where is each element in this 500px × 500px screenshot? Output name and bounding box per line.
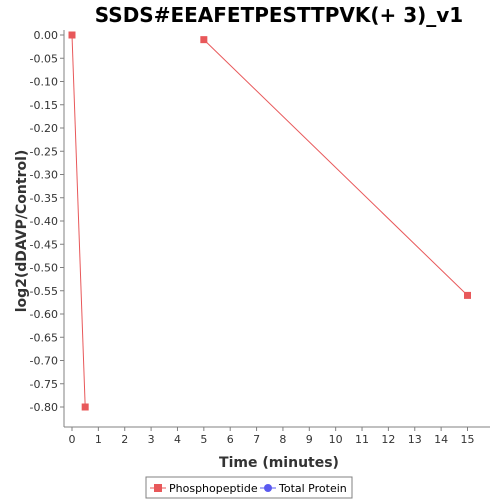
x-axis: 0 1 2 3 4 5 6 7 8 9 10 11 12 13 14 15 xyxy=(64,426,490,446)
y-tick-label: -0.70 xyxy=(30,355,58,368)
y-tick-label: -0.40 xyxy=(30,215,58,228)
y-axis-label: log2(dDAVP/Control) xyxy=(14,150,30,313)
legend-marker xyxy=(264,484,272,492)
y-tick-label: -0.10 xyxy=(30,76,58,89)
y-tick-label: -0.60 xyxy=(30,308,58,321)
data-point xyxy=(68,31,76,39)
x-tick-label: 10 xyxy=(329,433,343,446)
y-tick-label: -0.65 xyxy=(30,331,58,344)
y-tick-label: -0.75 xyxy=(30,378,58,391)
plot-area xyxy=(64,30,490,427)
x-tick-label: 5 xyxy=(200,433,207,446)
legend: Phosphopeptide Total Protein xyxy=(145,476,353,499)
y-tick-label: -0.35 xyxy=(30,192,58,205)
x-tick-label: 14 xyxy=(434,433,448,446)
chart-title: SSDS#EEAFETPESTTPVK(+ 3)_v1 xyxy=(95,3,463,27)
y-axis: 0.00 -0.05 -0.10 -0.15 -0.20 -0.25 -0.30 -0.35 -… xyxy=(30,29,65,427)
x-tick-label: 8 xyxy=(279,433,286,446)
x-tick-label: 4 xyxy=(174,433,181,446)
legend-label: Phosphopeptide xyxy=(169,482,258,495)
y-tick-label: -0.55 xyxy=(30,285,58,298)
y-tick-label: -0.05 xyxy=(30,52,58,65)
legend-box xyxy=(145,476,353,499)
plot-background xyxy=(64,30,490,427)
y-tick-label: -0.25 xyxy=(30,145,58,158)
x-tick-label: 0 xyxy=(69,433,76,446)
x-tick-label: 2 xyxy=(121,433,128,446)
x-tick-label: 11 xyxy=(355,433,369,446)
x-tick-label: 3 xyxy=(148,433,155,446)
x-tick-label: 9 xyxy=(306,433,313,446)
series-layer xyxy=(68,31,471,411)
data-point xyxy=(200,36,208,44)
x-tick-label: 13 xyxy=(408,433,422,446)
y-tick-label: -0.30 xyxy=(30,169,58,182)
data-point xyxy=(464,291,471,299)
data-point xyxy=(81,403,89,411)
series-line-0-1 xyxy=(203,39,468,296)
y-tick-label: -0.50 xyxy=(30,262,58,275)
y-tick-label: -0.15 xyxy=(30,99,58,112)
y-tick-label: 0.00 xyxy=(34,29,59,42)
x-axis-label: Time (minutes) xyxy=(219,455,339,471)
x-tick-label: 7 xyxy=(253,433,260,446)
x-tick-label: 1 xyxy=(95,433,102,446)
series-line-0-0 xyxy=(71,34,86,408)
y-tick-label: -0.20 xyxy=(30,122,58,135)
legend-label: Total Protein xyxy=(278,482,347,495)
x-tick-label: 12 xyxy=(381,433,395,446)
x-tick-label: 15 xyxy=(461,433,475,446)
legend-marker xyxy=(154,484,162,492)
y-tick-label: -0.80 xyxy=(30,401,58,414)
y-tick-label: -0.45 xyxy=(30,238,58,251)
x-tick-label: 6 xyxy=(227,433,234,446)
